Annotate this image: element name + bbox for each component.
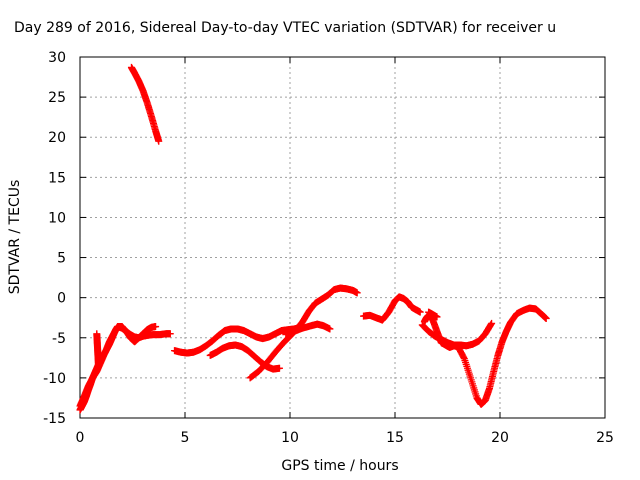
- data-point: [488, 319, 496, 327]
- y-tick-label: 25: [48, 90, 66, 106]
- y-tick-label: -10: [43, 371, 66, 387]
- data-point: [542, 315, 550, 323]
- x-tick-label: 15: [386, 430, 404, 446]
- plot-frame: [79, 56, 606, 419]
- y-tick-label: 15: [48, 170, 66, 186]
- y-tick-label: 10: [48, 210, 66, 226]
- data-point: [276, 364, 283, 372]
- x-tick-label: 5: [181, 430, 190, 446]
- x-axis-label: GPS time / hours: [281, 458, 398, 474]
- y-tick-label: 0: [57, 291, 66, 307]
- data-point: [155, 137, 163, 145]
- data-point: [166, 330, 174, 338]
- y-tick-label: -5: [52, 331, 66, 347]
- axis-ticks: 0 5 10 15 20 25 -15 -10 -5 0 5 10 15 20 25 30: [43, 50, 614, 446]
- x-tick-label: 0: [76, 430, 85, 446]
- data-point: [326, 325, 334, 333]
- data-point: [152, 323, 160, 331]
- data-point: [353, 289, 361, 297]
- chart-title: Day 289 of 2016, Sidereal Day-to-day VTE…: [14, 20, 556, 36]
- grid: [80, 57, 605, 418]
- data-series: [76, 63, 550, 414]
- x-tick-label: 10: [281, 430, 299, 446]
- y-axis-label: SDTVAR / TECUs: [7, 180, 23, 295]
- data-point: [94, 362, 102, 370]
- data-point: [416, 308, 424, 316]
- y-tick-label: -15: [43, 411, 66, 427]
- y-tick-label: 5: [57, 251, 66, 267]
- x-tick-label: 25: [596, 430, 614, 446]
- x-tick-label: 20: [491, 430, 509, 446]
- y-tick-label: 30: [48, 50, 66, 66]
- y-tick-label: 20: [48, 130, 66, 146]
- data-point: [433, 313, 441, 321]
